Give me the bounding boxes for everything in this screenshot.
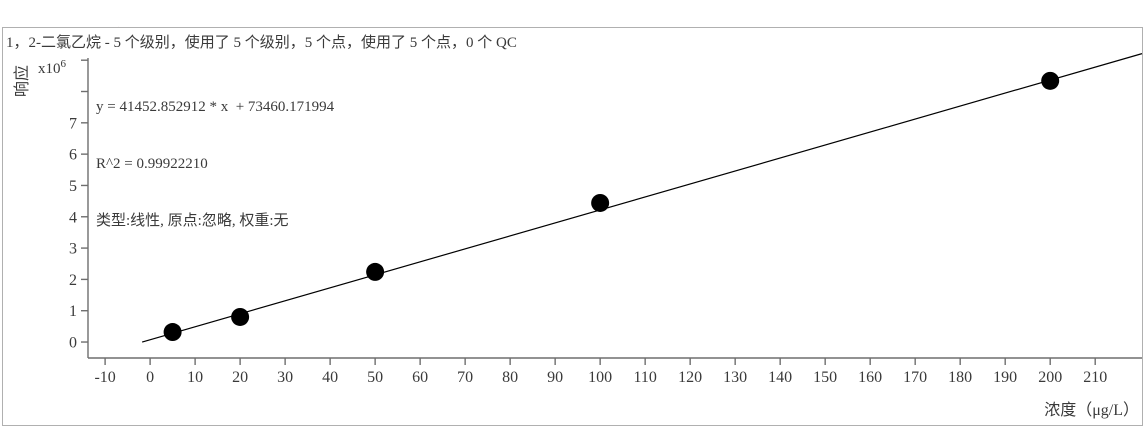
x-tick-label: 30 bbox=[277, 369, 293, 386]
x-tick-label: 50 bbox=[367, 369, 383, 386]
x-tick-label: 80 bbox=[502, 369, 518, 386]
y-axis-multiplier: x106 bbox=[38, 58, 67, 77]
x-tick-label: 90 bbox=[547, 369, 563, 386]
x-tick-label: -10 bbox=[94, 369, 115, 386]
data-point bbox=[1041, 71, 1060, 90]
y-tick-label: 0 bbox=[69, 335, 77, 352]
chart-panel bbox=[2, 27, 1143, 426]
x-tick-label: 160 bbox=[858, 369, 882, 386]
equation-model-settings: 类型:线性, 原点:忽略, 权重:无 bbox=[96, 213, 289, 229]
y-tick-label: 1 bbox=[69, 303, 77, 320]
calibration-summary: 1，2-二氯乙烷 - 5 个级别，使用了 5 个级别，5 个点，使用了 5 个点… bbox=[6, 35, 517, 51]
x-tick-label: 140 bbox=[768, 369, 792, 386]
y-tick-label: 6 bbox=[69, 147, 77, 164]
equation-block: y = 41452.852912 * x + 73460.171994 R^2 … bbox=[96, 60, 334, 250]
data-point bbox=[591, 193, 610, 212]
data-point bbox=[163, 323, 182, 342]
x-tick-label: 190 bbox=[993, 369, 1017, 386]
x-axis-title: 浓度（μg/L） bbox=[1044, 402, 1139, 419]
x-tick-label: 210 bbox=[1083, 369, 1107, 386]
x-tick-label: 110 bbox=[633, 369, 656, 386]
x-tick-label: 130 bbox=[723, 369, 747, 386]
y-tick-label: 3 bbox=[69, 241, 77, 258]
x-tick-label: 60 bbox=[412, 369, 428, 386]
x-tick-label: 20 bbox=[232, 369, 248, 386]
equation-formula: y = 41452.852912 * x + 73460.171994 bbox=[96, 99, 335, 115]
y-tick-label: 5 bbox=[69, 178, 77, 195]
x-tick-label: 170 bbox=[903, 369, 927, 386]
x-tick-label: 120 bbox=[678, 369, 702, 386]
x-tick-label: 200 bbox=[1038, 369, 1062, 386]
x-tick-label: 100 bbox=[588, 369, 612, 386]
fit-line bbox=[141, 53, 1143, 343]
x-tick-label: 10 bbox=[187, 369, 203, 386]
y-tick-label: 7 bbox=[69, 115, 77, 132]
data-point bbox=[231, 307, 250, 326]
data-point bbox=[366, 262, 385, 281]
y-axis-exponent: 6 bbox=[60, 58, 67, 70]
x-tick-label: 150 bbox=[813, 369, 837, 386]
x-tick-label: 180 bbox=[948, 369, 972, 386]
y-tick-label: 4 bbox=[69, 209, 77, 226]
x-tick-label: 70 bbox=[457, 369, 473, 386]
equation-r-squared: R^2 = 0.99922210 bbox=[96, 156, 208, 172]
y-tick-label: 2 bbox=[69, 272, 77, 289]
x-tick-label: 40 bbox=[322, 369, 338, 386]
x-tick-label: 0 bbox=[146, 369, 154, 386]
